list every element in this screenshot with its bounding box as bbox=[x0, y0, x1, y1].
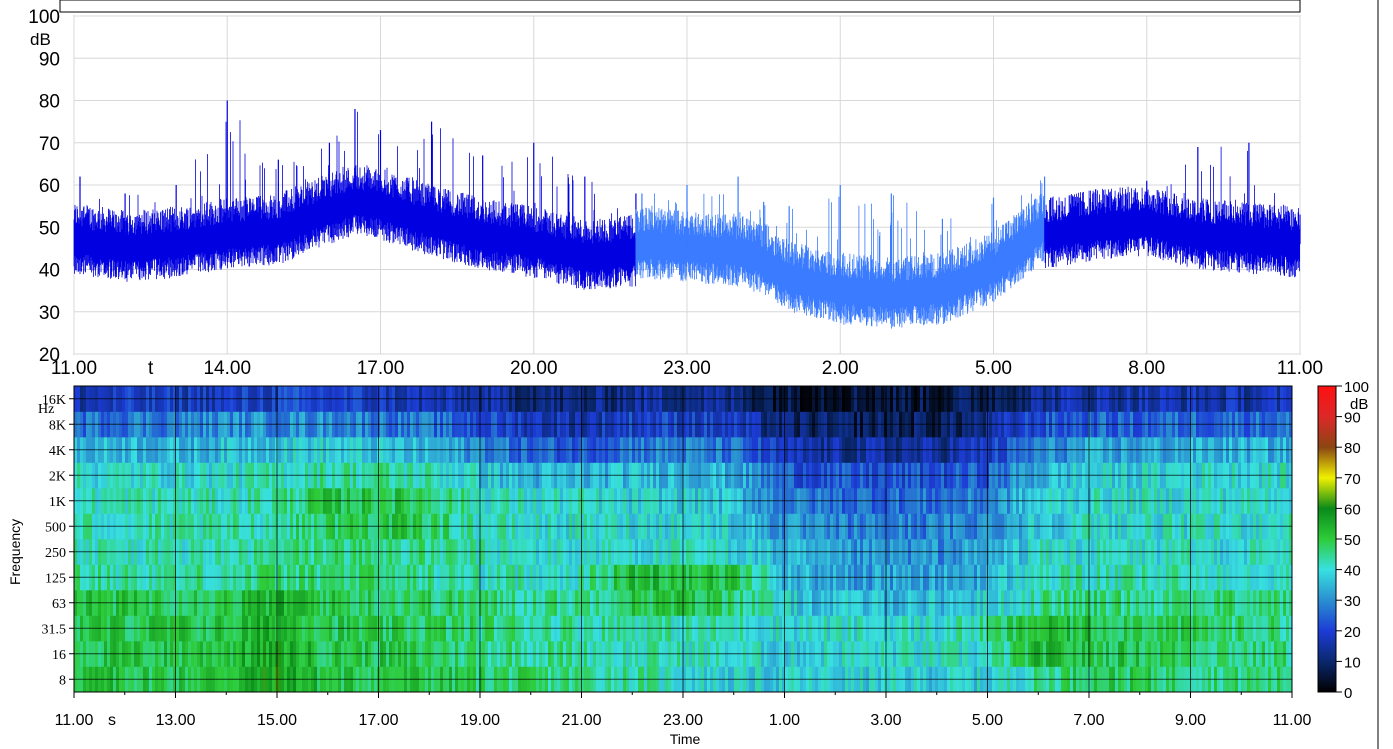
level-y-tick: 60 bbox=[39, 176, 60, 197]
level-series bbox=[73, 100, 1301, 329]
spectrogram-grid bbox=[73, 386, 1293, 692]
spectrogram-y-tick: 125 bbox=[45, 571, 66, 586]
level-x-tick: 11.00 bbox=[1277, 358, 1323, 379]
spectrogram-y-tick: 250 bbox=[45, 546, 66, 561]
level-x-tick: 2.00 bbox=[822, 358, 859, 379]
level-x-tick: 23.00 bbox=[663, 358, 711, 379]
level-y-tick: 80 bbox=[39, 92, 60, 113]
level-series-day bbox=[73, 111, 636, 290]
spectrogram-y-tick: 8 bbox=[59, 673, 66, 688]
level-series-day bbox=[1044, 146, 1300, 278]
spectrogram-y-tick: 16 bbox=[52, 648, 66, 663]
level-x-marker: t bbox=[148, 358, 154, 379]
level-x-tick: 17.00 bbox=[357, 358, 405, 379]
level-y-tick: 40 bbox=[39, 261, 60, 282]
level-x-tick-labels: 11.00 14.00 17.00 20.00 23.00 2.00 5.00 8.00 11.… bbox=[51, 358, 1323, 379]
level-y-tick: 20 bbox=[39, 345, 60, 366]
level-grid bbox=[73, 15, 1301, 355]
level-y-tick: 90 bbox=[39, 49, 60, 70]
level-y-tick: 30 bbox=[39, 303, 60, 324]
level-x-tick: 5.00 bbox=[975, 358, 1012, 379]
spectrogram-y-tick: 31.5 bbox=[42, 622, 67, 637]
spectrogram-y-tick: 500 bbox=[45, 520, 66, 535]
level-time-history: 20 30 40 50 60 70 80 90 100 dB 11.00 14.00 17.00 20… bbox=[28, 7, 1323, 379]
level-x-tick: 20.00 bbox=[510, 358, 558, 379]
spectrogram-y-tick: 1K bbox=[49, 495, 66, 510]
level-y-tick: 50 bbox=[39, 218, 60, 239]
level-series-night bbox=[635, 180, 1045, 329]
level-y-tick: 100 bbox=[28, 7, 60, 28]
spectrogram-y-tick: 2K bbox=[49, 469, 66, 484]
spectrogram-y-tick: 63 bbox=[52, 597, 66, 612]
level-y-tick-labels: 20 30 40 50 60 70 80 90 100 bbox=[28, 7, 60, 366]
level-x-tick: 8.00 bbox=[1128, 358, 1165, 379]
level-x-tick: 14.00 bbox=[203, 358, 251, 379]
level-x-tick: 11.00 bbox=[51, 358, 97, 379]
legend-box bbox=[59, 0, 1301, 13]
level-y-unit: dB bbox=[30, 30, 51, 49]
level-y-tick: 70 bbox=[39, 134, 60, 155]
